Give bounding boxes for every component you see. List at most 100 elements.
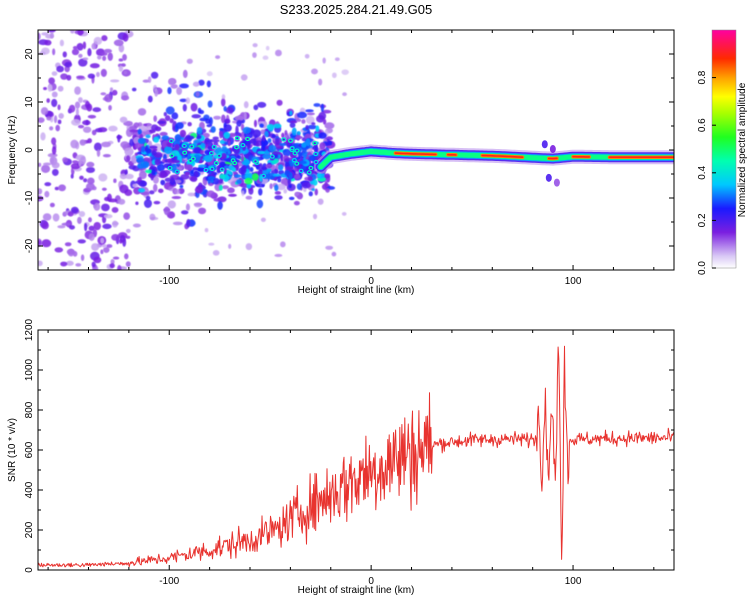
spectrogram-noise-cell (91, 261, 96, 268)
spectrogram-noise-cell (139, 181, 147, 187)
spectrogram-noise-cell (38, 117, 45, 123)
spectrogram-noise-cell (88, 233, 95, 241)
snr-x-tick-label: 100 (565, 576, 582, 587)
spectrogram-noise-cell (119, 184, 129, 194)
spectrogram-cloud-cell (148, 145, 158, 150)
spectrogram-noise-cell (57, 104, 61, 111)
spectrogram-noise-cell (106, 244, 113, 249)
spectrogram-cloud-cell (289, 110, 293, 116)
spectrogram-noise-cell (92, 186, 97, 191)
spectrogram-noise-cell (215, 55, 221, 59)
spectrogram-cloud-cell (179, 184, 184, 189)
spectrogram-noise-cell (44, 39, 52, 46)
spectrogram-noise-cell (296, 118, 302, 123)
spectrogram-cloud-cell (177, 149, 184, 154)
spectrogram-noise-cell (87, 138, 93, 144)
spectrogram-noise-cell (132, 223, 141, 228)
spectrogram-noise-cell (194, 203, 202, 208)
spectrogram-noise-cell (205, 118, 211, 124)
spectrogram-noise-cell (257, 101, 267, 108)
spectrogram-cloud-cell (223, 165, 230, 169)
spectrogram-noise-cell (87, 48, 92, 57)
spectrogram-noise-cell (119, 116, 128, 123)
spectrogram-noise-cell (87, 177, 95, 185)
spectrogram-noise-cell (119, 173, 127, 180)
figure-title: S233.2025.284.21.49.G05 (280, 2, 433, 17)
snr-y-label: SNR (10 * v/v) (7, 418, 18, 482)
spectrogram-cloud-cell (275, 137, 280, 146)
spectrogram-noise-cell (187, 192, 196, 197)
spectrogram-noise-cell (101, 35, 108, 42)
colorbar-gradient (711, 29, 737, 269)
spectrogram-cloud-cell (307, 175, 313, 182)
spectrogram-noise-cell (234, 115, 245, 121)
spectrogram-noise-cell (47, 153, 58, 158)
spectrogram-noise-cell (180, 165, 185, 169)
spectrogram-cloud-cell (285, 166, 294, 171)
spectrogram-noise-cell (79, 175, 84, 180)
spectrogram-noise-cell (253, 104, 259, 111)
spectrogram-noise-cell (195, 91, 200, 97)
spectrogram-noise-cell (88, 225, 95, 232)
spectrogram-noise-cell (212, 249, 220, 256)
spectrogram-noise-cell (112, 221, 119, 226)
spectrogram-bright-core (299, 169, 303, 172)
spectrogram-noise-cell (100, 237, 105, 244)
spectrogram-noise-cell (342, 92, 347, 97)
spectrogram-cloud-cell (228, 132, 236, 138)
colorbar-tick-label: 0.0 (697, 261, 708, 275)
spectrogram-noise-cell (243, 101, 249, 109)
spectrogram-noise-cell (325, 174, 331, 183)
spectrogram-cloud-cell (244, 177, 253, 185)
spectrogram-cloud-cell (223, 158, 232, 162)
spectrogram-noise-cell (163, 112, 168, 117)
spectrogram-noise-cell (78, 211, 86, 217)
spectrogram-feature-cell (545, 173, 552, 182)
spectrogram-noise-cell (185, 97, 191, 104)
spectrogram-noise-cell (58, 184, 66, 192)
spectrogram-noise-cell (48, 77, 55, 85)
spectrogram-noise-cell (274, 195, 283, 200)
spectrogram-cloud-cell (207, 176, 216, 180)
spectrogram-bright-core (293, 152, 297, 155)
spectrogram-noise-cell (243, 111, 247, 121)
spectrogram-bright-core (282, 138, 285, 141)
spectrogram-cloud-cell (262, 153, 272, 160)
spectrogram-noise-cell (93, 36, 103, 45)
spectrogram-noise-cell (102, 243, 107, 248)
spectrogram-noise-cell (206, 124, 213, 128)
spectrogram-noise-cell (78, 53, 83, 58)
spectrogram-cloud-cell (246, 142, 251, 150)
spectrogram-noise-cell (245, 195, 253, 200)
spectrogram-cloud-cell (174, 143, 180, 152)
spectrogram-noise-cell (123, 70, 128, 75)
spectrogram-cloud-cell (211, 171, 215, 176)
spectrogram-cloud-cell (156, 163, 166, 172)
spectrogram-noise-cell (57, 85, 64, 92)
spectrogram-bright-core (218, 154, 221, 157)
spectrogram-cloud-cell (163, 146, 173, 155)
spectrogram-cloud-cell (242, 126, 251, 134)
spectrogram-noise-cell (113, 178, 117, 184)
spectrogram-cloud-cell (293, 174, 301, 180)
spectrogram-noise-cell (108, 104, 112, 111)
snr-y-tick-label: 1000 (24, 358, 35, 381)
spectrogram-noise-cell (168, 186, 175, 192)
spectrogram-noise-cell (38, 188, 43, 195)
spectrogram-noise-cell (46, 98, 50, 103)
spectrogram-noise-cell (153, 183, 158, 193)
spectrogram-noise-cell (167, 200, 176, 209)
spectrogram-noise-cell (93, 202, 101, 211)
spectrogram-cloud-cell (284, 158, 290, 163)
spectrogram-noise-cell (235, 125, 239, 135)
spectrogram-bright-core (204, 168, 208, 171)
spectrogram-cloud-cell (184, 171, 191, 176)
spectrogram-noise-cell (140, 191, 150, 196)
spectrogram-cloud-cell (267, 138, 272, 143)
spectrogram-noise-cell (294, 191, 300, 196)
spectrogram-cloud-cell (159, 172, 168, 179)
spectrogram-cloud-cell (137, 188, 146, 193)
spectrogram-noise-cell (324, 141, 332, 146)
spectrogram-noise-cell (49, 156, 54, 165)
